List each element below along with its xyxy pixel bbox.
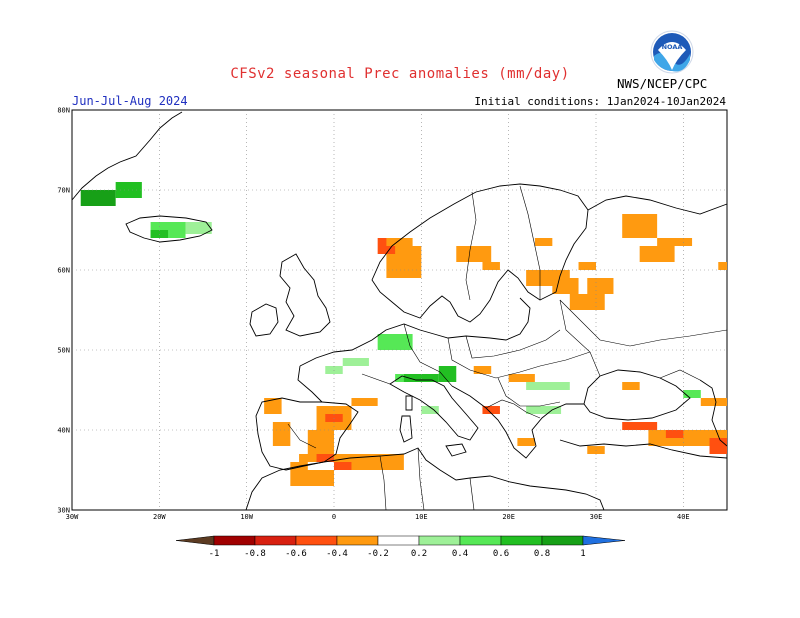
anomaly-cell bbox=[587, 278, 614, 294]
anomaly-cell bbox=[569, 294, 605, 310]
legend-swatch bbox=[336, 535, 379, 546]
anomaly-cell bbox=[622, 214, 658, 238]
legend-tick-label: -0.2 bbox=[367, 549, 389, 559]
legend-tick-label: 1 bbox=[580, 549, 585, 559]
anomaly-cell bbox=[578, 262, 596, 270]
lat-label: 50N bbox=[57, 347, 70, 355]
anomaly-cell bbox=[299, 454, 326, 462]
legend-tick-label: -0.6 bbox=[285, 549, 307, 559]
lon-label: 10E bbox=[415, 513, 428, 521]
map-title: CFSv2 seasonal Prec anomalies (mm/day) bbox=[230, 66, 570, 82]
legend-tick-label: 0.2 bbox=[411, 549, 427, 559]
anomaly-cells bbox=[80, 182, 727, 486]
legend-swatch bbox=[459, 535, 502, 546]
lon-label: 0 bbox=[332, 513, 336, 521]
anomaly-cell bbox=[185, 222, 212, 234]
anomaly-cell bbox=[517, 438, 535, 446]
legend-tick-label: 0.4 bbox=[452, 549, 468, 559]
lon-label: 30W bbox=[66, 513, 79, 521]
legend-swatch bbox=[295, 535, 338, 546]
anomaly-cell bbox=[307, 430, 334, 454]
anomaly-cell bbox=[377, 334, 413, 350]
agency-label: NWS/NCEP/CPC bbox=[617, 76, 708, 91]
anomaly-cell bbox=[622, 422, 658, 430]
anomaly-cell bbox=[482, 406, 500, 414]
anomaly-cell bbox=[316, 454, 334, 462]
anomaly-cell bbox=[665, 430, 684, 438]
anomaly-cell bbox=[473, 366, 492, 374]
legend-tick-label: -0.8 bbox=[244, 549, 266, 559]
noaa-logo-text: NOAA bbox=[662, 43, 683, 51]
latitude-labels: 80N 70N 60N 50N 40N 30N bbox=[57, 107, 70, 515]
anomaly-cell bbox=[526, 382, 570, 390]
lat-label: 30N bbox=[57, 507, 70, 515]
anomaly-cell bbox=[639, 246, 675, 262]
anomaly-cell bbox=[700, 398, 727, 406]
anomaly-cell bbox=[683, 390, 701, 398]
anomaly-cell bbox=[334, 462, 352, 470]
lon-label: 20W bbox=[153, 513, 166, 521]
legend-arrow-right bbox=[582, 535, 626, 546]
legend-swatch bbox=[213, 535, 256, 546]
lon-label: 10W bbox=[240, 513, 253, 521]
anomaly-cell bbox=[718, 262, 727, 270]
lon-label: 30E bbox=[590, 513, 603, 521]
lon-label: 20E bbox=[502, 513, 515, 521]
legend-tick-label: -0.4 bbox=[326, 549, 348, 559]
season-label: Jun-Jul-Aug 2024 bbox=[72, 94, 188, 108]
lat-label: 60N bbox=[57, 267, 70, 275]
noaa-logo: NOAA bbox=[650, 30, 694, 74]
anomaly-cell bbox=[526, 406, 562, 414]
longitude-labels: 30W 20W 10W 0 10E 20E 30E 40E bbox=[66, 513, 690, 521]
lat-lon-grid bbox=[72, 110, 727, 510]
color-legend bbox=[175, 535, 626, 546]
legend-tick-label: 0.6 bbox=[493, 549, 509, 559]
anomaly-cell bbox=[290, 470, 334, 486]
anomaly-cell bbox=[534, 238, 553, 246]
lat-label: 70N bbox=[57, 187, 70, 195]
anomaly-cell bbox=[622, 382, 640, 390]
map-frame bbox=[71, 109, 728, 511]
anomaly-cell bbox=[709, 438, 727, 454]
legend-tick-label: 0.8 bbox=[534, 549, 550, 559]
anomaly-cell bbox=[456, 246, 492, 262]
legend-swatch bbox=[377, 535, 420, 546]
legend-arrow-left bbox=[175, 535, 215, 546]
anomaly-cell bbox=[264, 398, 282, 414]
anomaly-cell bbox=[482, 262, 500, 270]
anomaly-cell bbox=[351, 398, 378, 406]
anomaly-cell bbox=[421, 406, 439, 414]
anomaly-cell bbox=[657, 238, 693, 246]
legend-tick-labels: -1 -0.8 -0.6 -0.4 -0.2 0.2 0.4 0.6 0.8 1 bbox=[209, 549, 586, 559]
legend-swatch bbox=[254, 535, 297, 546]
anomaly-cell bbox=[342, 358, 369, 366]
legend-swatch bbox=[418, 535, 461, 546]
legend-swatch bbox=[541, 535, 584, 546]
lat-label: 40N bbox=[57, 427, 70, 435]
country-borders bbox=[287, 185, 728, 511]
anomaly-cell bbox=[80, 190, 116, 206]
anomaly-cell bbox=[438, 366, 457, 382]
anomaly-cell bbox=[272, 422, 291, 446]
initial-conditions-label: Initial conditions: 1Jan2024-10Jan2024 bbox=[474, 95, 726, 108]
anomaly-cell bbox=[508, 374, 535, 382]
anomaly-cell bbox=[386, 238, 413, 246]
legend-swatch bbox=[500, 535, 543, 546]
legend-tick-label: -1 bbox=[209, 549, 220, 559]
lat-label: 80N bbox=[57, 107, 70, 115]
lon-label: 40E bbox=[677, 513, 690, 521]
